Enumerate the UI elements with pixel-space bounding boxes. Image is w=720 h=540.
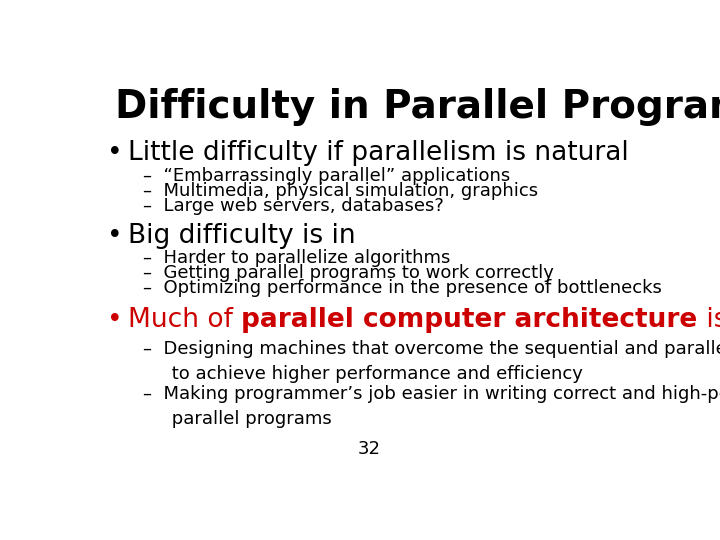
Text: •: • xyxy=(107,140,122,166)
Text: parallel computer architecture: parallel computer architecture xyxy=(241,307,698,333)
Text: Difficulty in Parallel Programming: Difficulty in Parallel Programming xyxy=(115,87,720,126)
Text: •: • xyxy=(107,307,122,333)
Text: Little difficulty if parallelism is natural: Little difficulty if parallelism is natu… xyxy=(128,140,629,166)
Text: –  Designing machines that overcome the sequential and parallel bottlenecks
    : – Designing machines that overcome the s… xyxy=(143,340,720,383)
Text: –  Multimedia, physical simulation, graphics: – Multimedia, physical simulation, graph… xyxy=(143,182,538,200)
Text: Much of: Much of xyxy=(128,307,241,333)
Text: Big difficulty is in: Big difficulty is in xyxy=(128,223,356,249)
Text: –  “Embarrassingly parallel” applications: – “Embarrassingly parallel” applications xyxy=(143,167,510,185)
Text: –  Optimizing performance in the presence of bottlenecks: – Optimizing performance in the presence… xyxy=(143,279,662,298)
Text: •: • xyxy=(107,223,122,249)
Text: 32: 32 xyxy=(358,440,380,458)
Text: is about: is about xyxy=(698,307,720,333)
Text: –  Getting parallel programs to work correctly: – Getting parallel programs to work corr… xyxy=(143,265,554,282)
Text: –  Making programmer’s job easier in writing correct and high-performance
     p: – Making programmer’s job easier in writ… xyxy=(143,385,720,428)
Text: –  Large web servers, databases?: – Large web servers, databases? xyxy=(143,197,444,215)
Text: –  Harder to parallelize algorithms: – Harder to parallelize algorithms xyxy=(143,249,451,267)
